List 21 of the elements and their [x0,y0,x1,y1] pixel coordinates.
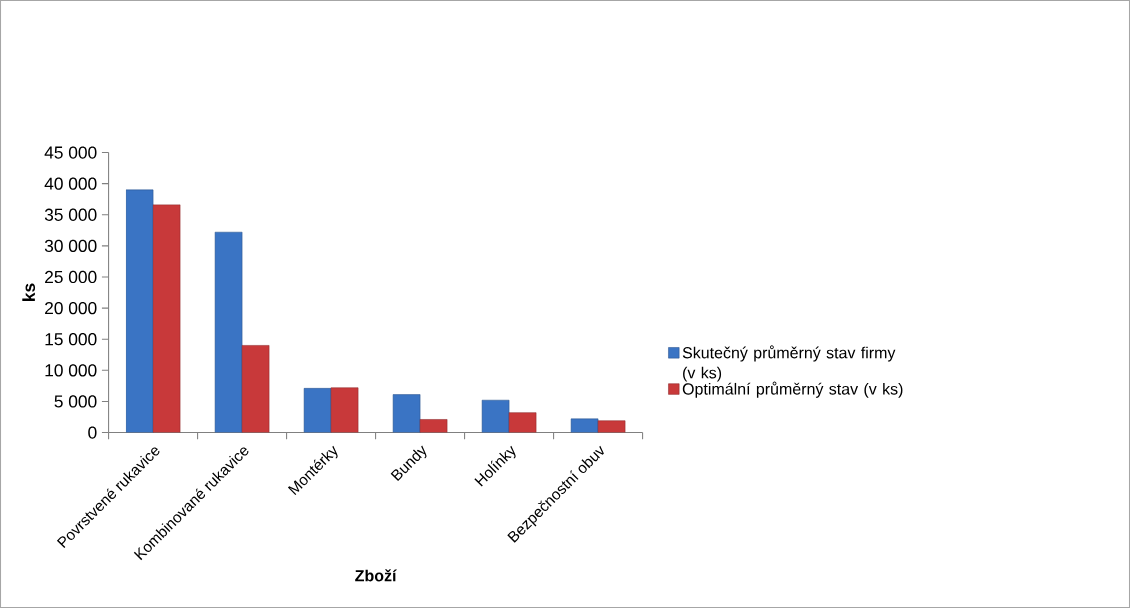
y-axis-title: ks [22,283,36,301]
y-tick-label: 30 000 [44,239,97,253]
y-tick-label: 35 000 [44,208,97,221]
bar [125,189,154,433]
y-tick-label: 0 [88,426,97,439]
y-tick-label: 5 000 [54,395,97,408]
y-tick-label: 20 000 [45,301,97,315]
y-tick-label: 10 000 [45,364,97,377]
bar [330,387,359,433]
bar [214,231,243,433]
y-tick-label: 25 000 [45,270,97,284]
y-tick-label: 15 000 [45,333,97,346]
bar [152,204,181,433]
bar [303,388,332,433]
bar [241,345,270,433]
legend-label: Skutečný průměrný stav firmy (v ks) [682,345,896,382]
y-tick-label: 40 000 [44,177,97,190]
x-axis-title: Zboží [355,569,397,582]
bar [392,394,421,433]
legend-label: Optimální průměrný stav (v ks) [682,381,903,398]
y-tick-label: 45 000 [44,146,97,159]
